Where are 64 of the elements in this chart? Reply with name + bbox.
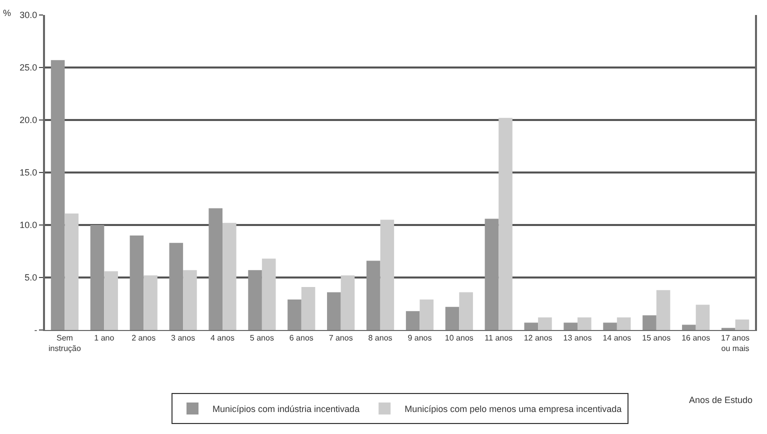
x-axis-title: Anos de Estudo: [689, 395, 753, 405]
bar: [603, 322, 617, 330]
x-tick-label: 17 anos ou mais: [721, 334, 750, 353]
bar: [340, 275, 355, 330]
bar: [406, 311, 420, 330]
bar: [420, 300, 434, 330]
bar: [524, 322, 538, 330]
y-tick-label: 15.0: [20, 168, 38, 178]
x-tick-label: 2 anos: [132, 334, 156, 343]
bar: [169, 242, 184, 330]
bar: [735, 320, 750, 330]
bar: [484, 218, 499, 330]
bar: [262, 258, 276, 330]
x-tick-label: 10 anos: [444, 334, 474, 343]
bar: [656, 290, 670, 330]
y-axis-title: %: [3, 8, 12, 18]
bar: [564, 322, 578, 330]
bar: [578, 317, 592, 330]
x-tick-label: 14 anos: [602, 334, 632, 343]
bar: [642, 315, 656, 330]
x-tick-label: 9 anos: [408, 334, 432, 343]
bar: [498, 118, 512, 330]
y-tick-label: 10.0: [20, 220, 38, 230]
x-tick-label: 6 anos: [289, 334, 314, 343]
bar: [64, 213, 79, 330]
bar: [682, 324, 696, 330]
x-tick-label: 16 anos: [682, 334, 710, 343]
bar: [104, 271, 118, 330]
bar: [183, 270, 197, 330]
bar: [459, 292, 473, 330]
y-tick-label: 30.0: [20, 10, 38, 20]
x-tick-label: 13 anos: [563, 334, 592, 343]
x-tick-label: 15 anos: [642, 334, 671, 343]
x-tick-label: 8 anos: [368, 334, 392, 343]
bar: [248, 270, 262, 330]
bar: [366, 260, 380, 330]
legend-label: Municípios com pelo menos uma empresa incentivada: [404, 404, 622, 414]
x-tick-label: 12 anos: [524, 334, 552, 343]
x-tick-label: 5 anos: [250, 334, 274, 343]
y-tick-label: -: [34, 325, 38, 336]
bar: [288, 300, 302, 330]
bar: [144, 275, 158, 330]
bar: [50, 60, 65, 330]
y-tick-label: 25.0: [20, 62, 38, 73]
bar: [380, 220, 394, 330]
x-tick-label: 7 anos: [328, 334, 353, 343]
x-tick-label: 11 anos: [484, 334, 513, 343]
x-tick-label: 1 ano: [94, 334, 115, 343]
legend-label: Municípios com indústria incentivada: [212, 404, 360, 414]
bar: [445, 306, 460, 330]
x-tick-label: Sem instrução: [48, 334, 82, 353]
bar: [90, 225, 104, 330]
bar: [538, 317, 552, 330]
bar: [208, 208, 222, 330]
y-tick-label: 5.0: [24, 272, 38, 283]
x-tick-label: 4 anos: [210, 334, 235, 343]
bar: [327, 292, 341, 330]
x-tick-label: 3 anos: [171, 334, 196, 343]
bar: [222, 222, 236, 330]
y-tick-label: 20.0: [20, 115, 38, 126]
bar: [696, 304, 710, 330]
bar: [301, 286, 316, 330]
bar: [616, 317, 631, 330]
bar: [130, 236, 144, 330]
